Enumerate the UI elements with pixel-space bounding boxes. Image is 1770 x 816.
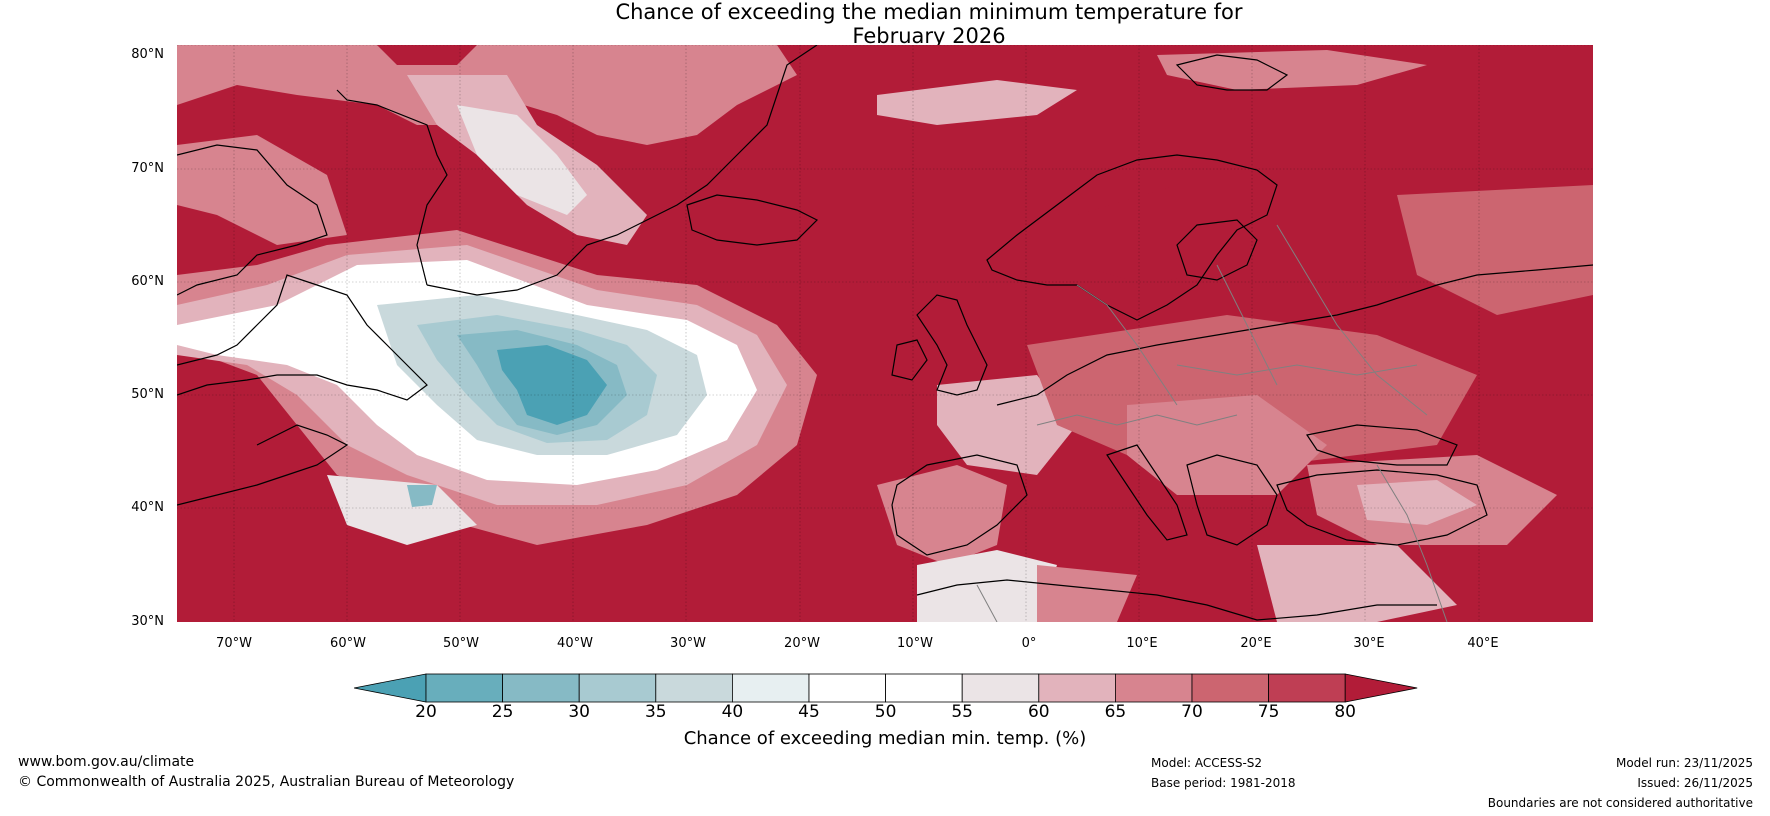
lat-label-30n: 30°N: [131, 614, 164, 629]
finland-coast: [1176, 219, 1258, 281]
lon-label-60w: 60°W: [330, 636, 366, 651]
lon-label-70w: 70°W: [216, 636, 252, 651]
lat-label-70n: 70°N: [131, 161, 164, 176]
footer-copyright: © Commonwealth of Australia 2025, Austra…: [18, 774, 515, 790]
southwest-blue-spot: [407, 485, 437, 507]
colorbar-tick-label: 35: [644, 702, 667, 722]
greenland-coast: [336, 45, 818, 296]
title-line-1: Chance of exceeding the median minimum t…: [615, 0, 1243, 24]
colorbar-tick-label: 55: [951, 702, 973, 722]
lon-label-30w: 30°W: [670, 636, 706, 651]
lon-label-40w: 40°W: [557, 636, 593, 651]
lat-label-40n: 40°N: [131, 500, 164, 515]
north-africa-white: [917, 550, 1057, 622]
title-line-2: February 2026: [852, 24, 1006, 48]
map-shading: [177, 45, 1593, 622]
russia-pink: [1397, 185, 1593, 315]
black-sea-coast: [1306, 424, 1458, 466]
lon-label-50w: 50°W: [443, 636, 479, 651]
colorbar-swatch: [961, 673, 1040, 703]
colorbar-label: Chance of exceeding median min. temp. (%…: [683, 728, 1087, 749]
iberia-light-region: [877, 465, 1007, 565]
colorbar-swatch: [808, 673, 886, 703]
italy-coast: [1106, 444, 1188, 541]
lat-label-50n: 50°N: [131, 387, 164, 402]
southwest-white-patch: [327, 475, 477, 545]
colorbar-swatch: [1038, 673, 1116, 703]
scandinavia-interior-dark: [1077, 185, 1257, 285]
footer-model-run: Model run: 23/11/2025: [1615, 756, 1753, 770]
colorbar: [353, 673, 1419, 707]
nova-scotia-coast: [177, 424, 349, 506]
footer-model: Model: ACCESS-S2: [1151, 756, 1263, 770]
lon-label-30e: 30°E: [1353, 636, 1385, 651]
balkans-coast: [1186, 454, 1278, 546]
colorbar-extend-high: [1344, 673, 1418, 703]
colorbar-swatch: [1191, 673, 1269, 703]
canada-coast: [177, 144, 428, 401]
svalbard-pink: [1157, 50, 1427, 90]
north-africa-coast: [916, 579, 1437, 621]
colorbar-swatches: [353, 673, 1418, 703]
colorbar-swatch: [655, 673, 733, 703]
country-borders: [976, 224, 1448, 622]
north-of-iceland-pink: [877, 80, 1077, 125]
lat-label-80n: 80°N: [131, 47, 164, 62]
colorbar-swatch: [885, 673, 963, 703]
colorbar-tick-label: 20: [415, 702, 437, 722]
iceland-coast: [686, 194, 819, 246]
lon-label-10w: 10°W: [897, 636, 933, 651]
lon-label-0: 0°: [1021, 636, 1037, 651]
turkey-white-region: [1357, 480, 1477, 525]
colorbar-tick-label: 70: [1181, 702, 1203, 722]
north-africa-pink: [1037, 565, 1137, 622]
colorbar-tick-label: 80: [1334, 702, 1356, 722]
probability-map: [177, 45, 1593, 622]
lon-label-10e: 10°E: [1126, 636, 1158, 651]
colorbar-swatch: [425, 673, 503, 703]
colorbar-swatch: [1115, 673, 1193, 703]
east-mediterranean-light: [1257, 545, 1457, 622]
lon-label-20w: 20°W: [784, 636, 820, 651]
france-light-region: [937, 375, 1077, 475]
colorbar-swatch: [578, 673, 657, 703]
colorbar-swatch: [1268, 673, 1346, 703]
colorbar-tick-label: 25: [491, 702, 514, 722]
colorbar-swatch: [502, 673, 580, 703]
svalbard-coast: [1175, 54, 1289, 91]
lon-label-40e: 40°E: [1467, 636, 1499, 651]
europe-coast: [996, 264, 1593, 406]
footer-issued: Issued: 26/11/2025: [1637, 776, 1753, 790]
coastlines: [177, 45, 1593, 621]
colorbar-tick-label: 60: [1027, 702, 1050, 722]
footer-base-period: Base period: 1981-2018: [1151, 776, 1296, 790]
colorbar-swatch: [731, 673, 810, 703]
footer-url[interactable]: www.bom.gov.au/climate: [18, 754, 195, 770]
lat-label-60n: 60°N: [131, 274, 164, 289]
footer-disclaimer: Boundaries are not considered authoritat…: [1487, 796, 1753, 810]
colorbar-tick-label: 75: [1257, 702, 1280, 722]
colorbar-tick-label: 50: [874, 702, 897, 722]
colorbar-tick-label: 65: [1104, 702, 1127, 722]
colorbar-tick-label: 40: [721, 702, 744, 722]
greenland-strait-white: [457, 105, 587, 215]
colorbar-extend-low: [353, 673, 427, 703]
iberia-coast: [891, 454, 1028, 556]
turkey-coast: [1276, 469, 1488, 546]
scandinavia-coast: [986, 154, 1278, 321]
british-isles-coast: [891, 294, 988, 396]
colorbar-tick-label: 45: [798, 702, 820, 722]
lon-label-20e: 20°E: [1240, 636, 1272, 651]
labrador-pink: [177, 135, 347, 245]
atlantic-core-blue-zone: [497, 345, 607, 425]
map-title: Chance of exceeding the median minimum t…: [0, 0, 1770, 48]
colorbar-tick-label: 30: [568, 702, 590, 722]
